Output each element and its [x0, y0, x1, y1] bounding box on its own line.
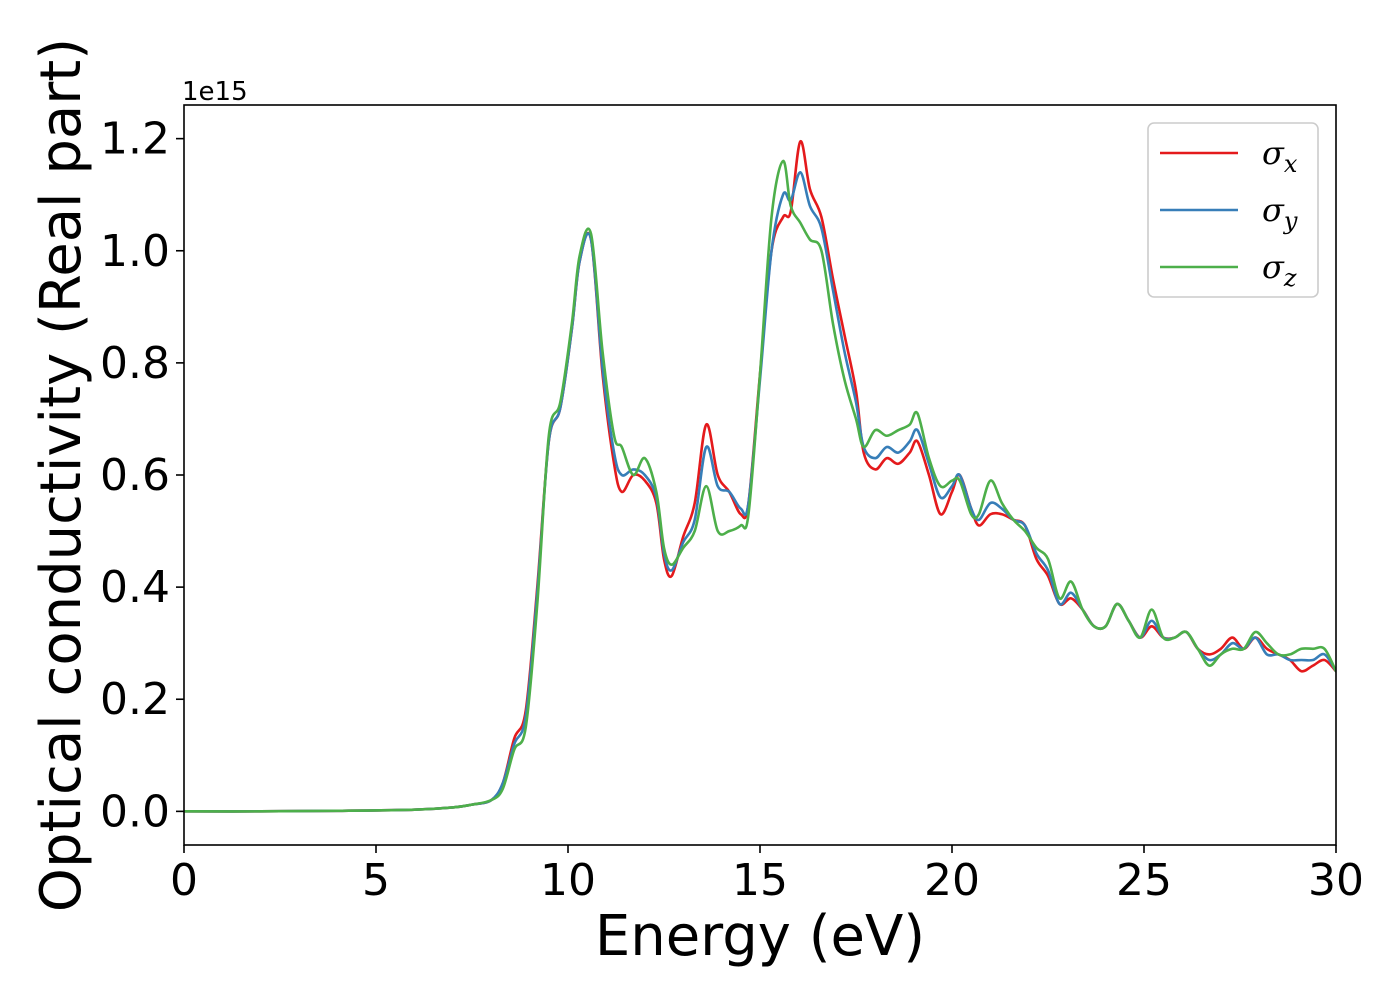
legend-subscript: y: [1283, 207, 1298, 235]
y-tick-label: 1.0: [100, 226, 170, 277]
y-offset-label: 1e15: [182, 77, 248, 107]
y-axis-ticks: 0.0 0.2 0.4 0.6 0.8 1.0 1.2: [100, 114, 184, 837]
legend-label-x: σx: [1262, 134, 1298, 178]
legend-symbol: σ: [1262, 134, 1285, 172]
x-axis-title: Energy (eV): [595, 904, 925, 969]
series-line-z: [184, 159, 1336, 813]
y-axis-title: Optical conductivity (Real part): [29, 38, 94, 912]
x-tick-label: 10: [540, 855, 596, 906]
y-tick-label: 0.6: [100, 450, 170, 501]
y-tick-label: 0.8: [100, 338, 170, 389]
y-tick-label: 0.2: [100, 674, 170, 725]
x-tick-label: 30: [1308, 855, 1364, 906]
x-axis-ticks: 0 5 10 15 20 25 30: [170, 845, 1364, 906]
y-tick-label: 0.0: [100, 786, 170, 837]
x-tick-label: 20: [924, 855, 980, 906]
legend-label-y: σy: [1262, 191, 1298, 235]
legend-label-z: σz: [1262, 248, 1297, 292]
x-tick-label: 15: [732, 855, 788, 906]
plot-area-background: [184, 105, 1336, 845]
series-layer: [184, 140, 1336, 813]
legend-subscript: x: [1284, 150, 1298, 178]
legend-symbol: σ: [1262, 191, 1285, 229]
legend-subscript: z: [1283, 264, 1297, 292]
x-tick-label: 5: [362, 855, 390, 906]
legend-symbol: σ: [1262, 248, 1285, 286]
x-tick-label: 25: [1116, 855, 1172, 906]
y-tick-label: 1.2: [100, 114, 170, 165]
x-tick-label: 0: [170, 855, 198, 906]
y-tick-label: 0.4: [100, 562, 170, 613]
